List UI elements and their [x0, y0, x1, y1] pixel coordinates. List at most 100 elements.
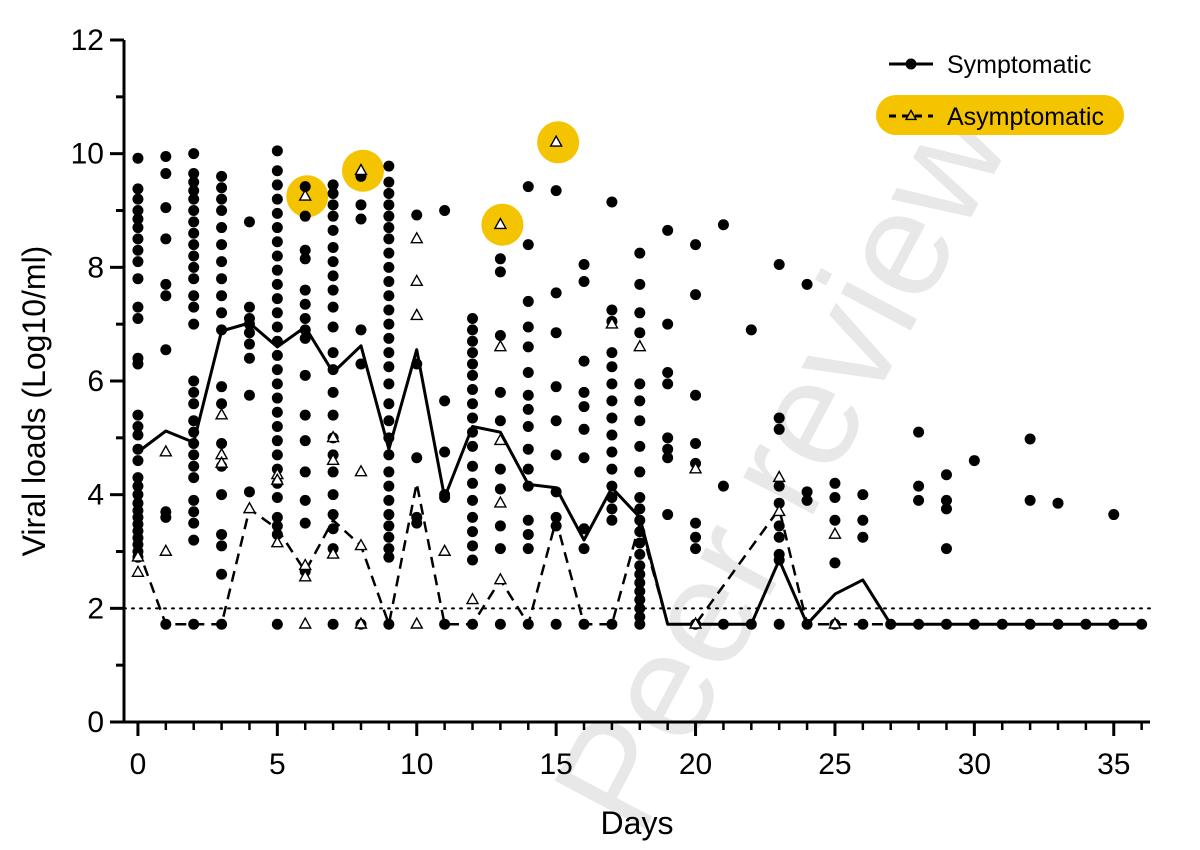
symptomatic-point: [132, 312, 144, 324]
symptomatic-point: [271, 264, 283, 276]
symptomatic-point: [996, 618, 1008, 630]
symptomatic-point: [773, 258, 785, 270]
symptomatic-point: [188, 273, 200, 285]
symptomatic-point: [550, 449, 562, 461]
symptomatic-point: [327, 321, 339, 333]
data-points: [131, 134, 1148, 630]
symptomatic-point: [717, 618, 729, 630]
symptomatic-point: [327, 301, 339, 313]
asymptomatic-point: [354, 538, 368, 551]
symptomatic-point: [132, 273, 144, 285]
symptomatic-point: [243, 338, 255, 350]
symptomatic-point: [299, 517, 311, 529]
y-tick-label: 2: [87, 592, 104, 625]
symptomatic-point: [188, 506, 200, 518]
symptomatic-point: [271, 165, 283, 177]
symptomatic-point: [634, 585, 646, 597]
symptomatic-point: [271, 307, 283, 319]
symptomatic-point: [271, 236, 283, 248]
symptomatic-point: [271, 420, 283, 432]
symptomatic-point: [271, 511, 283, 523]
symptomatic-point: [188, 517, 200, 529]
symptomatic-point: [383, 432, 395, 444]
symptomatic-point: [606, 304, 618, 316]
symptomatic-point: [578, 386, 590, 398]
symptomatic-point: [271, 349, 283, 361]
asymptomatic-point: [298, 616, 312, 629]
symptomatic-point: [940, 543, 952, 555]
symptomatic-point: [467, 477, 479, 489]
x-tick-label: 20: [679, 748, 712, 781]
symptomatic-point: [662, 443, 674, 455]
symptomatic-point: [1108, 509, 1120, 521]
symptomatic-point: [522, 321, 534, 333]
symptomatic-point: [467, 312, 479, 324]
asymptomatic-point: [298, 558, 312, 571]
symptomatic-point: [216, 239, 228, 251]
legend-asymptomatic-label: Asymptomatic: [947, 103, 1104, 131]
symptomatic-point: [494, 520, 506, 532]
symptomatic-point: [188, 290, 200, 302]
symptomatic-point: [355, 213, 367, 225]
symptomatic-point: [216, 170, 228, 182]
symptomatic-point: [160, 511, 172, 523]
symptomatic-point: [773, 497, 785, 509]
symptomatic-point: [550, 287, 562, 299]
symptomatic-point: [132, 443, 144, 455]
symptomatic-point: [188, 168, 200, 180]
symptomatic-point: [467, 384, 479, 396]
symptomatic-point: [578, 452, 590, 464]
symptomatic-point: [522, 420, 534, 432]
symptomatic-point: [188, 494, 200, 506]
symptomatic-point: [216, 256, 228, 268]
symptomatic-point: [188, 261, 200, 273]
asymptomatic-point: [493, 572, 508, 585]
symptomatic-point: [383, 247, 395, 259]
symptomatic-point: [634, 548, 646, 560]
symptomatic-point: [494, 618, 506, 630]
symptomatic-point: [188, 460, 200, 472]
symptomatic-point: [327, 364, 339, 376]
symptomatic-point: [327, 179, 339, 191]
symptomatic-point: [801, 618, 813, 630]
symptomatic-point: [160, 290, 172, 302]
symptomatic-point: [550, 520, 562, 532]
symptomatic-point: [578, 618, 590, 630]
symptomatic-point: [132, 472, 144, 484]
symptomatic-point: [690, 289, 702, 301]
asymptomatic-point: [214, 407, 229, 420]
symptomatic-point: [940, 494, 952, 506]
symptomatic-point: [662, 509, 674, 521]
symptomatic-point: [271, 278, 283, 290]
symptomatic-point: [132, 152, 144, 164]
symptomatic-point: [132, 429, 144, 441]
symptomatic-point: [271, 392, 283, 404]
symptomatic-point: [522, 341, 534, 353]
symptomatic-point: [132, 256, 144, 268]
asymptomatic-point: [131, 549, 145, 562]
symptomatic-point: [634, 537, 646, 549]
symptomatic-point: [606, 412, 618, 424]
symptomatic-point: [160, 202, 172, 214]
symptomatic-point: [271, 293, 283, 305]
symptomatic-point: [383, 261, 395, 273]
symptomatic-point: [299, 324, 311, 336]
symptomatic-point: [188, 438, 200, 450]
symptomatic-point: [940, 469, 952, 481]
symptomatic-point: [188, 386, 200, 398]
symptomatic-point: [327, 509, 339, 521]
symptomatic-point: [857, 618, 869, 630]
symptomatic-point: [243, 352, 255, 364]
symptomatic-point: [188, 301, 200, 313]
symptomatic-point: [662, 432, 674, 444]
symptomatic-point: [606, 395, 618, 407]
symptomatic-point: [467, 358, 479, 370]
symptomatic-point: [383, 233, 395, 245]
symptomatic-point: [522, 389, 534, 401]
symptomatic-point: [299, 409, 311, 421]
symptomatic-point: [132, 193, 144, 205]
symptomatic-point: [773, 412, 785, 424]
symptomatic-point: [494, 415, 506, 427]
asymptomatic-point: [298, 569, 312, 582]
